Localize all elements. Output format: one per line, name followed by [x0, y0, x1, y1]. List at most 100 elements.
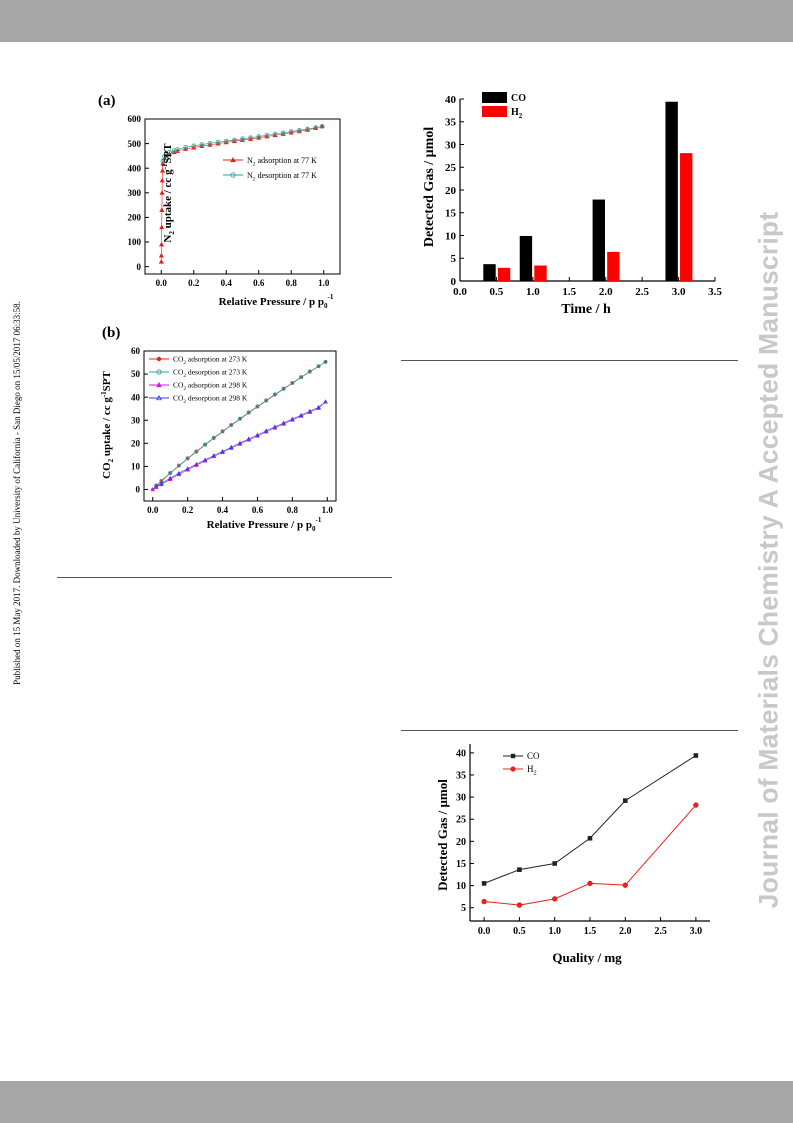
- legend: CO H2: [482, 92, 526, 120]
- watermark: Journal of Materials Chemistry A Accepte…: [752, 150, 786, 970]
- plot-frame: [143, 350, 337, 502]
- y-tick-label: 50: [131, 369, 141, 379]
- data-point: [272, 131, 278, 137]
- data-point: [220, 448, 225, 454]
- x-tick-label: 0.6: [252, 505, 264, 515]
- data-point: [622, 882, 628, 888]
- data-point: [255, 432, 260, 437]
- data-point: [305, 126, 310, 132]
- data-point: [211, 435, 216, 440]
- data-point: [158, 241, 165, 247]
- panel-label-b: (b): [102, 325, 120, 341]
- y-tick-label: 15: [445, 208, 457, 220]
- y-tick-label: 200: [128, 213, 142, 223]
- y-tick-label: 25: [445, 162, 457, 174]
- y-tick-label: 300: [128, 188, 142, 198]
- data-point: [246, 410, 251, 415]
- legend-swatch: [482, 106, 507, 117]
- data-point: [552, 861, 558, 866]
- divider: [401, 360, 738, 361]
- y-axis-label: N2 uptake / cc g-1SPT: [161, 143, 176, 243]
- data-point: [211, 453, 217, 458]
- series-line: [152, 401, 326, 490]
- data-point: [281, 420, 286, 425]
- data-point: [183, 144, 188, 150]
- data-point: [256, 134, 262, 139]
- y-tick-label: 5: [461, 903, 466, 914]
- data-point: [323, 399, 328, 404]
- watermark-text: Journal of Materials Chemistry A Accepte…: [753, 211, 784, 909]
- data-point: [185, 456, 190, 461]
- x-axis-label: Quality / mg: [552, 950, 622, 965]
- data-markers: [150, 359, 328, 492]
- x-tick-label: 0.8: [287, 505, 299, 515]
- y-axis-label: CO2 uptake / cc g-1SPT: [100, 370, 115, 478]
- y-tick-label: 35: [456, 770, 466, 781]
- data-point: [168, 470, 173, 475]
- data-point: [299, 375, 304, 380]
- data-point: [290, 380, 295, 385]
- x-tick-label: 2.0: [619, 926, 632, 937]
- data-point: [237, 416, 242, 421]
- y-tick-label: 600: [128, 114, 142, 124]
- data-point: [156, 381, 162, 388]
- bar-h2: [680, 153, 693, 281]
- data-point: [272, 392, 277, 397]
- data-point: [481, 881, 487, 886]
- data-point: [307, 369, 312, 374]
- data-point: [159, 481, 164, 486]
- x-tick-label: 0.0: [147, 505, 159, 515]
- data-point: [202, 457, 208, 462]
- data-point: [693, 753, 699, 758]
- y-axis-label: Detected Gas / μmol: [422, 127, 437, 247]
- data-point: [481, 898, 487, 905]
- data-point: [199, 142, 205, 147]
- data-point: [316, 364, 321, 369]
- data-point: [153, 484, 159, 489]
- data-point: [176, 470, 182, 475]
- data-point: [281, 386, 286, 391]
- data-point: [298, 412, 304, 417]
- y-tick-label: 25: [456, 815, 466, 826]
- data-point: [176, 463, 181, 468]
- data-point: [171, 148, 177, 153]
- y-tick-label: 60: [131, 346, 141, 356]
- data-point: [622, 798, 628, 803]
- y-tick-label: 40: [445, 94, 457, 106]
- x-tick-label: 1.0: [318, 278, 330, 288]
- axis-ticks: 0.0 0.2 0.4 0.6 0.8 1.0 0 100 200 300 400 500 600: [128, 114, 341, 288]
- legend-label: CO2 adsorption at 298 K: [173, 381, 248, 393]
- data-point: [517, 867, 522, 872]
- legend-label: N2 adsorption at 77 K: [247, 156, 317, 168]
- bar-co: [592, 199, 605, 281]
- data-point: [263, 428, 269, 433]
- data-point: [220, 429, 225, 434]
- x-axis-label: Relative Pressure / p p0-1: [219, 293, 334, 310]
- data-point: [510, 753, 516, 759]
- x-tick-label: 0.6: [253, 278, 265, 288]
- x-tick-label: 3.5: [708, 286, 722, 298]
- gas-vs-quality-chart: 0.0 0.5 1.0 1.5 2.0 2.5 3.0 5 10 15 20 25 30 35 40 CO H…: [435, 744, 710, 965]
- x-tick-label: 0.2: [182, 505, 194, 515]
- data-point: [150, 487, 156, 492]
- publication-note: Published on 15 May 2017. Downloaded by …: [12, 263, 22, 723]
- data-point: [191, 143, 197, 149]
- x-tick-label: 2.5: [654, 926, 667, 937]
- bar-h2: [497, 267, 511, 281]
- data-point: [316, 404, 321, 409]
- data-point: [159, 167, 166, 173]
- data-point: [203, 442, 208, 447]
- data-point: [159, 224, 165, 230]
- x-tick-label: 3.0: [690, 926, 703, 937]
- footer-bar: [0, 1081, 793, 1123]
- x-tick-label: 1.5: [562, 286, 576, 298]
- data-point: [167, 475, 173, 480]
- data-point: [160, 158, 166, 164]
- x-tick-label: 3.0: [672, 286, 686, 298]
- y-tick-label: 40: [131, 392, 141, 402]
- legend-label: CO: [511, 93, 526, 104]
- y-tick-label: 500: [128, 139, 142, 149]
- data-lines: [481, 753, 699, 908]
- series-line: [152, 361, 326, 490]
